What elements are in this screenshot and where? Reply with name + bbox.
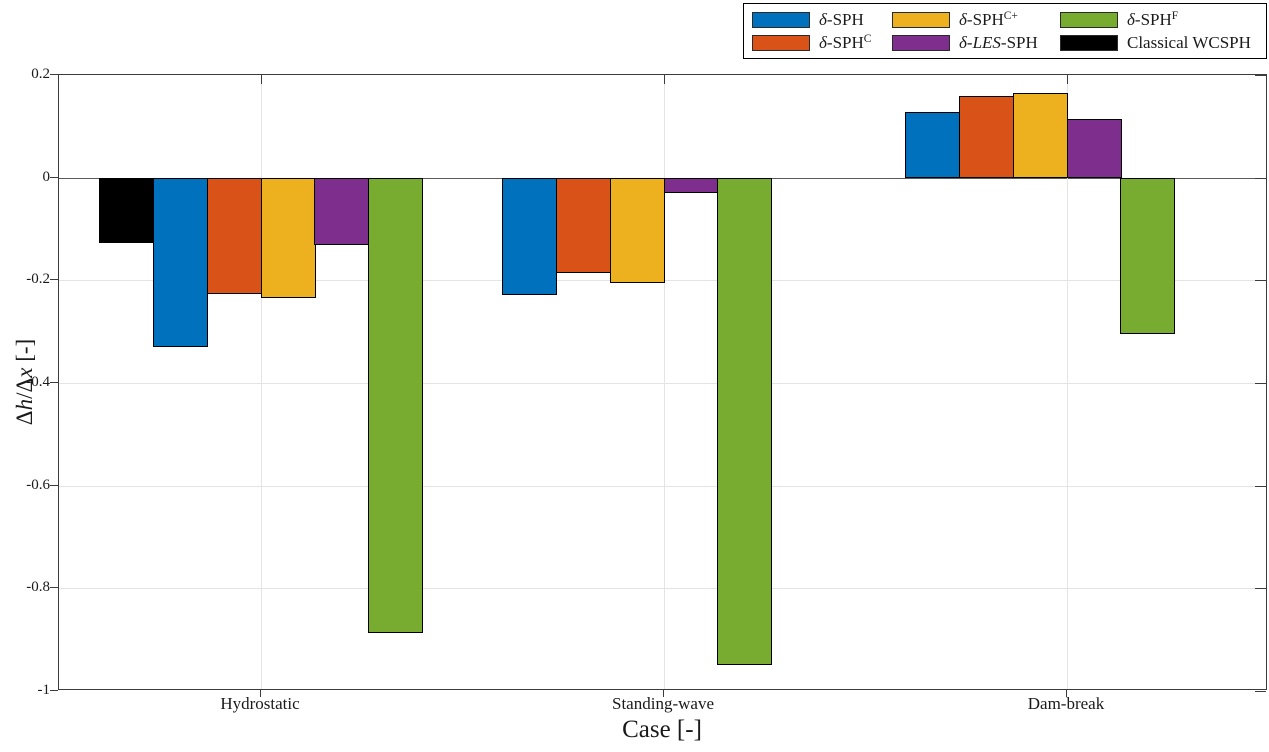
x-tick-mark-mirror <box>664 75 665 84</box>
bar-d-sph-0 <box>153 178 208 347</box>
label-text: δ <box>1127 9 1135 29</box>
legend-item-d-sph-c: δ-SPHC <box>752 33 892 53</box>
h-gridline <box>59 383 1266 384</box>
x-tick-mark <box>663 690 664 697</box>
legend-swatch-d-sph <box>752 11 810 28</box>
h-gridline <box>59 486 1266 487</box>
bar-d-sph-c-2 <box>959 96 1014 178</box>
x-tick-mark <box>260 690 261 697</box>
label-text: LES <box>972 32 1001 52</box>
legend-item-d-sph: δ-SPH <box>752 10 892 30</box>
y-tick-mark-mirror <box>1255 588 1266 589</box>
legend-label: δ-SPHC <box>819 33 871 53</box>
x-tick-label: Hydrostatic <box>220 694 300 713</box>
label-superscript: C+ <box>1003 9 1018 22</box>
label-text: δ <box>959 32 967 52</box>
legend-swatch-d-sph-f <box>1060 11 1118 28</box>
y-tick-label: -0.8 <box>26 579 50 595</box>
bar-d-sph-c-0 <box>207 178 262 294</box>
legend-item-d-les-sph: δ-LES-SPH <box>892 33 1060 53</box>
bar-d-sph-1 <box>502 178 557 295</box>
legend-swatch-d-sph-cplus <box>892 11 950 28</box>
h-gridline <box>59 588 1266 589</box>
label-text: Δ <box>12 410 37 426</box>
bar-d-sph-2 <box>905 112 960 178</box>
label-text: x <box>12 367 37 378</box>
label-text: -SPH <box>1134 9 1172 29</box>
label-text: /Δ <box>12 377 37 399</box>
y-tick-mark <box>50 690 58 691</box>
y-tick-label: 0 <box>42 169 51 185</box>
bar-d-sph-c-1 <box>556 178 611 273</box>
v-gridline <box>664 75 665 689</box>
x-tick-mark <box>1066 690 1067 697</box>
label-text: δ <box>959 9 967 29</box>
bar-d-sph-cplus-2 <box>1013 93 1068 178</box>
label-text: δ <box>819 32 827 52</box>
y-tick-mark-mirror <box>1255 691 1266 692</box>
bar-d-les-sph-0 <box>314 178 369 245</box>
legend-label: Classical WCSPH <box>1127 33 1251 53</box>
legend-label: δ-LES-SPH <box>959 33 1038 53</box>
bar-d-sph-f-1 <box>717 178 772 665</box>
x-tick-mark-mirror <box>261 75 262 84</box>
legend-label: δ-SPHF <box>1127 10 1178 30</box>
bar-d-sph-cplus-0 <box>261 178 316 298</box>
label-text: δ <box>819 9 827 29</box>
y-tick-mark-mirror <box>1255 75 1266 76</box>
y-axis-label: Δh/Δx [-] <box>12 339 38 425</box>
x-tick-label: Dam-break <box>1027 694 1105 713</box>
y-tick-label: -0.4 <box>26 374 50 390</box>
y-tick-mark-mirror <box>1255 486 1266 487</box>
label-text: [-] <box>12 338 37 368</box>
bar-d-sph-f-0 <box>368 178 423 633</box>
bar-d-les-sph-2 <box>1067 119 1122 178</box>
legend-item-d-sph-f: δ-SPHF <box>1060 10 1266 30</box>
y-tick-mark-mirror <box>1255 178 1266 179</box>
label-text: -SPH <box>966 9 1004 29</box>
label-text: h <box>12 398 37 411</box>
legend: δ-SPH δ-SPHC+ δ-SPHF δ-SPHC δ-LES-SPH Classic… <box>743 3 1267 59</box>
y-tick-label: -0.2 <box>26 271 50 287</box>
bar-d-sph-f-2 <box>1120 178 1175 334</box>
y-tick-mark <box>50 587 58 588</box>
y-tick-mark <box>50 485 58 486</box>
y-tick-label: 0.2 <box>31 66 50 82</box>
legend-swatch-classical-wcsph <box>1060 34 1118 51</box>
label-text: - <box>966 32 973 52</box>
label-text: -SPH <box>826 9 864 29</box>
label-text: -SPH <box>826 32 864 52</box>
y-tick-mark <box>50 279 58 280</box>
y-tick-mark-mirror <box>1255 280 1266 281</box>
y-tick-mark <box>50 382 58 383</box>
bar-d-sph-cplus-1 <box>610 178 665 283</box>
y-tick-label: -0.6 <box>26 477 50 493</box>
x-tick-mark-mirror <box>1067 75 1068 84</box>
label-text: -SPH <box>1000 32 1038 52</box>
x-tick-label: Standing-wave <box>612 694 714 713</box>
bar-classical-wcsph-0 <box>99 178 154 243</box>
y-tick-mark-mirror <box>1255 383 1266 384</box>
label-superscript: F <box>1171 9 1179 22</box>
y-tick-label: -1 <box>37 682 51 698</box>
label-superscript: C <box>863 32 872 45</box>
v-gridline <box>1067 75 1068 689</box>
legend-item-classical-wcsph: Classical WCSPH <box>1060 33 1266 53</box>
y-tick-mark <box>50 74 58 75</box>
legend-label: δ-SPH <box>819 10 864 30</box>
legend-swatch-d-les-sph <box>892 34 950 51</box>
y-tick-mark <box>50 177 58 178</box>
legend-label: δ-SPHC+ <box>959 10 1018 30</box>
label-text: Classical WCSPH <box>1127 32 1251 52</box>
x-axis-label: Case [-] <box>622 716 702 743</box>
legend-item-d-sph-cplus: δ-SPHC+ <box>892 10 1060 30</box>
bar-d-les-sph-1 <box>664 178 719 193</box>
plot-area <box>58 74 1267 692</box>
legend-swatch-d-sph-c <box>752 34 810 51</box>
v-gridline <box>261 75 262 689</box>
